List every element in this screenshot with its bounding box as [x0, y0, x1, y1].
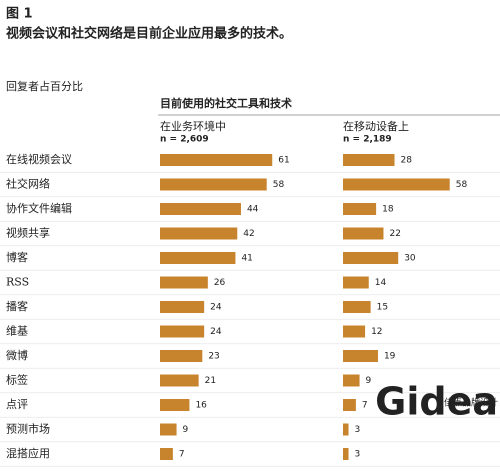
bar — [160, 350, 203, 362]
bar — [160, 178, 267, 191]
group-title: 目前使用的社交工具和技术 — [160, 96, 292, 110]
watermark-tagline: 佳点品牌设计 — [444, 397, 498, 409]
value-label: 23 — [208, 352, 219, 362]
bar — [343, 178, 450, 191]
value-label: 7 — [362, 401, 368, 411]
value-label: 15 — [377, 303, 388, 313]
bar — [343, 227, 384, 240]
bar — [343, 276, 369, 289]
category-label: 混搭应用 — [6, 446, 50, 460]
bar — [160, 301, 205, 313]
value-label: 44 — [247, 205, 259, 215]
bar — [343, 423, 349, 436]
value-label: 41 — [241, 254, 252, 264]
bar — [343, 350, 378, 362]
category-label: 协作文件编辑 — [6, 201, 72, 215]
value-label: 16 — [195, 401, 207, 411]
value-label: 58 — [456, 180, 468, 190]
bar — [160, 227, 238, 240]
bar — [343, 301, 371, 313]
value-label: 26 — [214, 278, 226, 288]
value-label: 9 — [183, 425, 189, 435]
bar — [160, 276, 208, 289]
bar — [160, 448, 173, 460]
bar — [343, 374, 360, 387]
value-label: 24 — [210, 303, 222, 313]
value-label: 22 — [389, 229, 400, 239]
series-note: n = 2,609 — [160, 135, 209, 145]
value-label: 3 — [355, 450, 361, 460]
bar — [160, 374, 199, 387]
category-label: 在线视频会议 — [6, 152, 72, 166]
value-label: 21 — [205, 376, 216, 386]
value-label: 28 — [401, 156, 413, 166]
value-label: 30 — [404, 254, 416, 264]
category-label: 播客 — [6, 299, 28, 313]
bar — [160, 423, 177, 436]
value-label: 19 — [384, 352, 396, 362]
chart-title: 图 1 — [6, 7, 33, 22]
category-label: 维基 — [6, 325, 28, 338]
value-label: 24 — [210, 327, 222, 337]
value-label: 14 — [375, 278, 387, 288]
value-label: 18 — [382, 205, 394, 215]
series-note: n = 2,189 — [343, 135, 392, 145]
value-label: 61 — [278, 156, 289, 166]
series-name: 在业务环境中 — [160, 119, 226, 133]
bar — [160, 154, 273, 166]
category-label: 微博 — [6, 348, 28, 362]
series-name: 在移动设备上 — [343, 119, 409, 133]
bar — [343, 325, 366, 338]
category-label: RSS — [6, 276, 29, 289]
category-label: 标签 — [6, 373, 28, 387]
value-label: 58 — [273, 180, 285, 190]
bar — [160, 325, 205, 338]
bar — [160, 399, 190, 411]
bar — [343, 399, 356, 411]
category-label: 博客 — [6, 250, 28, 264]
bar — [160, 203, 241, 215]
value-label: 7 — [179, 450, 185, 460]
value-label: 12 — [371, 327, 382, 337]
watermark-brand: Gidea — [375, 380, 498, 424]
bar — [343, 154, 395, 166]
category-label: 社交网络 — [6, 177, 50, 191]
axis-label: 回复者占百分比 — [6, 79, 83, 93]
bar — [343, 448, 349, 460]
category-label: 视频共享 — [6, 226, 50, 240]
value-label: 3 — [355, 425, 361, 435]
value-label: 9 — [366, 376, 372, 386]
bar — [160, 252, 236, 264]
value-label: 42 — [243, 229, 254, 239]
category-label: 预测市场 — [6, 422, 50, 436]
bar — [343, 203, 377, 215]
bar — [343, 252, 399, 264]
category-label: 点评 — [6, 398, 28, 411]
chart-subtitle: 视频会议和社交网络是目前企业应用最多的技术。 — [6, 26, 292, 42]
